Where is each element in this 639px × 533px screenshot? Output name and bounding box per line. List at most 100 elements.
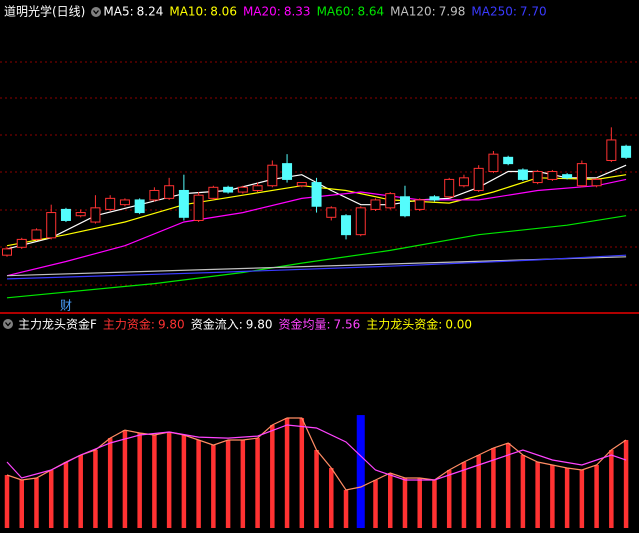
bar [63, 462, 69, 528]
candle-body [370, 199, 381, 210]
bar [152, 435, 157, 528]
legend-value: 7.70 [520, 5, 547, 19]
bar [181, 435, 187, 528]
bar [196, 440, 201, 528]
bar [270, 425, 275, 528]
candle-body [414, 199, 425, 210]
bar [166, 432, 172, 528]
bar [329, 468, 334, 528]
line [6, 178, 627, 277]
bar [299, 418, 305, 528]
bar [48, 470, 54, 528]
candle-body [134, 199, 145, 214]
bar [34, 477, 39, 528]
legend-separator: : [203, 5, 207, 19]
line [6, 417, 627, 491]
bar [284, 418, 290, 528]
legend-separator: : [350, 5, 354, 19]
legend-value: 8.06 [210, 5, 237, 19]
bar [402, 477, 408, 528]
bar [78, 455, 83, 528]
candle-body [399, 196, 410, 217]
fund-panel: 主力龙头资金F 主力资金:9.80 资金流入:9.80 资金均量:7.56 主力龙头资金… [4, 317, 629, 528]
legend-value: 8.64 [357, 5, 384, 19]
candle-body [385, 193, 396, 209]
candle-body [2, 248, 12, 256]
candle-body [223, 186, 234, 193]
candle-body [311, 182, 322, 207]
candle-body [193, 194, 204, 221]
bar [93, 449, 98, 528]
bar [491, 448, 496, 528]
legend-name: 资金流入 [191, 317, 239, 332]
candle-body [591, 178, 602, 187]
legend-value: 7.56 [334, 318, 361, 332]
candle-body [60, 208, 71, 221]
legend-name: 主力资金 [103, 317, 151, 332]
event-marker: 财 [60, 299, 72, 313]
legend-value: 9.80 [246, 318, 273, 332]
bar [387, 472, 393, 528]
bar [505, 442, 511, 528]
candle-body [606, 139, 617, 161]
panel-title: 主力龙头资金F [18, 317, 97, 332]
legend-name: MA60 [317, 5, 351, 19]
bar [356, 415, 365, 528]
bar [4, 475, 10, 528]
candle-body [164, 185, 175, 199]
legend-separator: : [239, 318, 243, 332]
bar [461, 462, 467, 528]
top-grid [0, 61, 639, 286]
legend-separator: : [130, 5, 134, 19]
candle-body [252, 185, 263, 191]
bar [476, 455, 481, 528]
toggle-icon[interactable] [91, 7, 101, 17]
bar [609, 449, 614, 528]
candle-body [458, 177, 469, 187]
legend-value: 0.00 [445, 318, 472, 332]
panel-title: 道明光学(日线) [4, 4, 85, 19]
candle-body [444, 178, 455, 198]
candle-body [429, 196, 440, 201]
legend-name: 主力龙头资金 [366, 317, 438, 332]
bar [594, 464, 599, 528]
candle-body [16, 238, 27, 248]
legend-value: 8.24 [137, 5, 164, 19]
legend-name: MA250 [471, 5, 512, 19]
legend-separator: : [513, 5, 517, 19]
bar [225, 440, 231, 528]
candle-body [488, 153, 499, 173]
candle-body [105, 197, 116, 210]
candle-body [517, 169, 528, 180]
candle-body [547, 171, 558, 180]
candle-body [267, 164, 278, 187]
legend-name: MA10 [169, 5, 203, 19]
legend-separator: : [432, 5, 436, 19]
bar [122, 430, 128, 528]
candle-body [296, 182, 307, 187]
bar [520, 455, 526, 528]
candle-body [46, 212, 57, 239]
bar [623, 440, 629, 528]
legend-name: MA120 [390, 5, 431, 19]
legend-separator: : [326, 318, 330, 332]
bar [107, 438, 113, 528]
toggle-icon[interactable] [3, 319, 13, 329]
bar [446, 470, 452, 528]
bar [373, 479, 378, 528]
bar [579, 470, 585, 528]
candle-body [31, 229, 42, 240]
candle-body [326, 207, 337, 218]
candle-body [562, 174, 573, 179]
bar [343, 490, 349, 528]
legend-name: 资金均量 [278, 317, 326, 332]
candle-body [90, 207, 101, 223]
bar [240, 440, 246, 528]
candle-body [532, 171, 543, 184]
candle-body [119, 199, 130, 206]
bar [564, 468, 570, 528]
bar [550, 464, 555, 528]
bar [432, 479, 437, 528]
candle-body [178, 189, 189, 218]
legend-value: 8.33 [284, 5, 311, 19]
